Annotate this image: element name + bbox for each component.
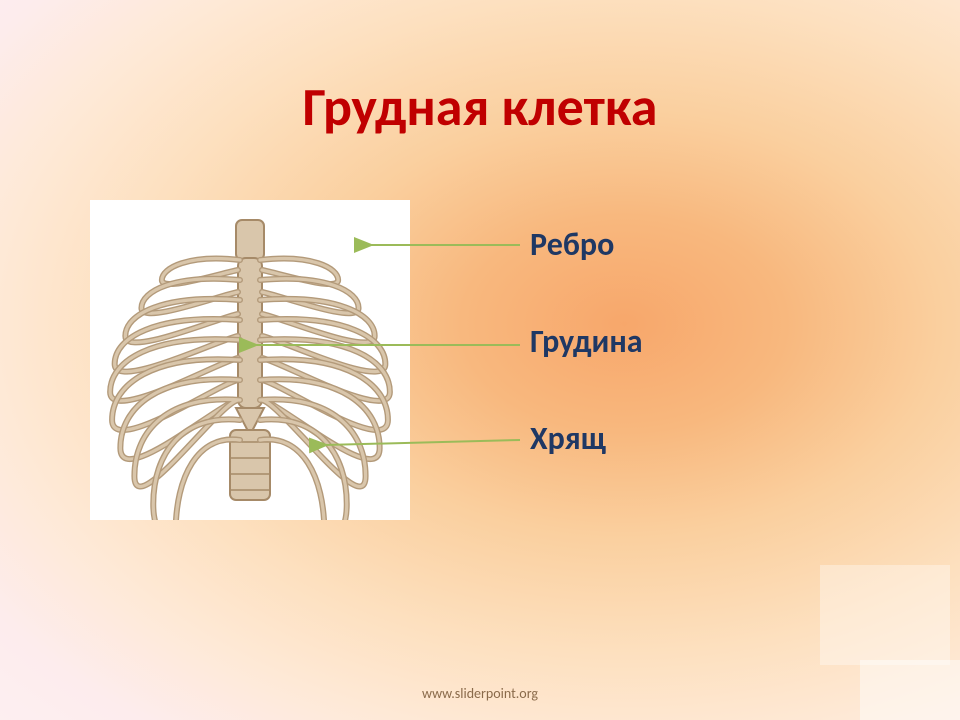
ribcage-image xyxy=(90,200,410,520)
slide: Грудная клетка Ребро Грудина Хрящ www.sl… xyxy=(0,0,960,720)
label-sternum: Грудина xyxy=(530,322,643,361)
labels-group: Ребро Грудина Хрящ xyxy=(530,225,643,458)
label-rib: Ребро xyxy=(530,225,643,264)
slide-title: Грудная клетка xyxy=(0,74,960,140)
footer-text: www.sliderpoint.org xyxy=(0,685,960,702)
label-cartilage: Хрящ xyxy=(530,419,643,458)
ribcage-svg xyxy=(90,200,410,520)
